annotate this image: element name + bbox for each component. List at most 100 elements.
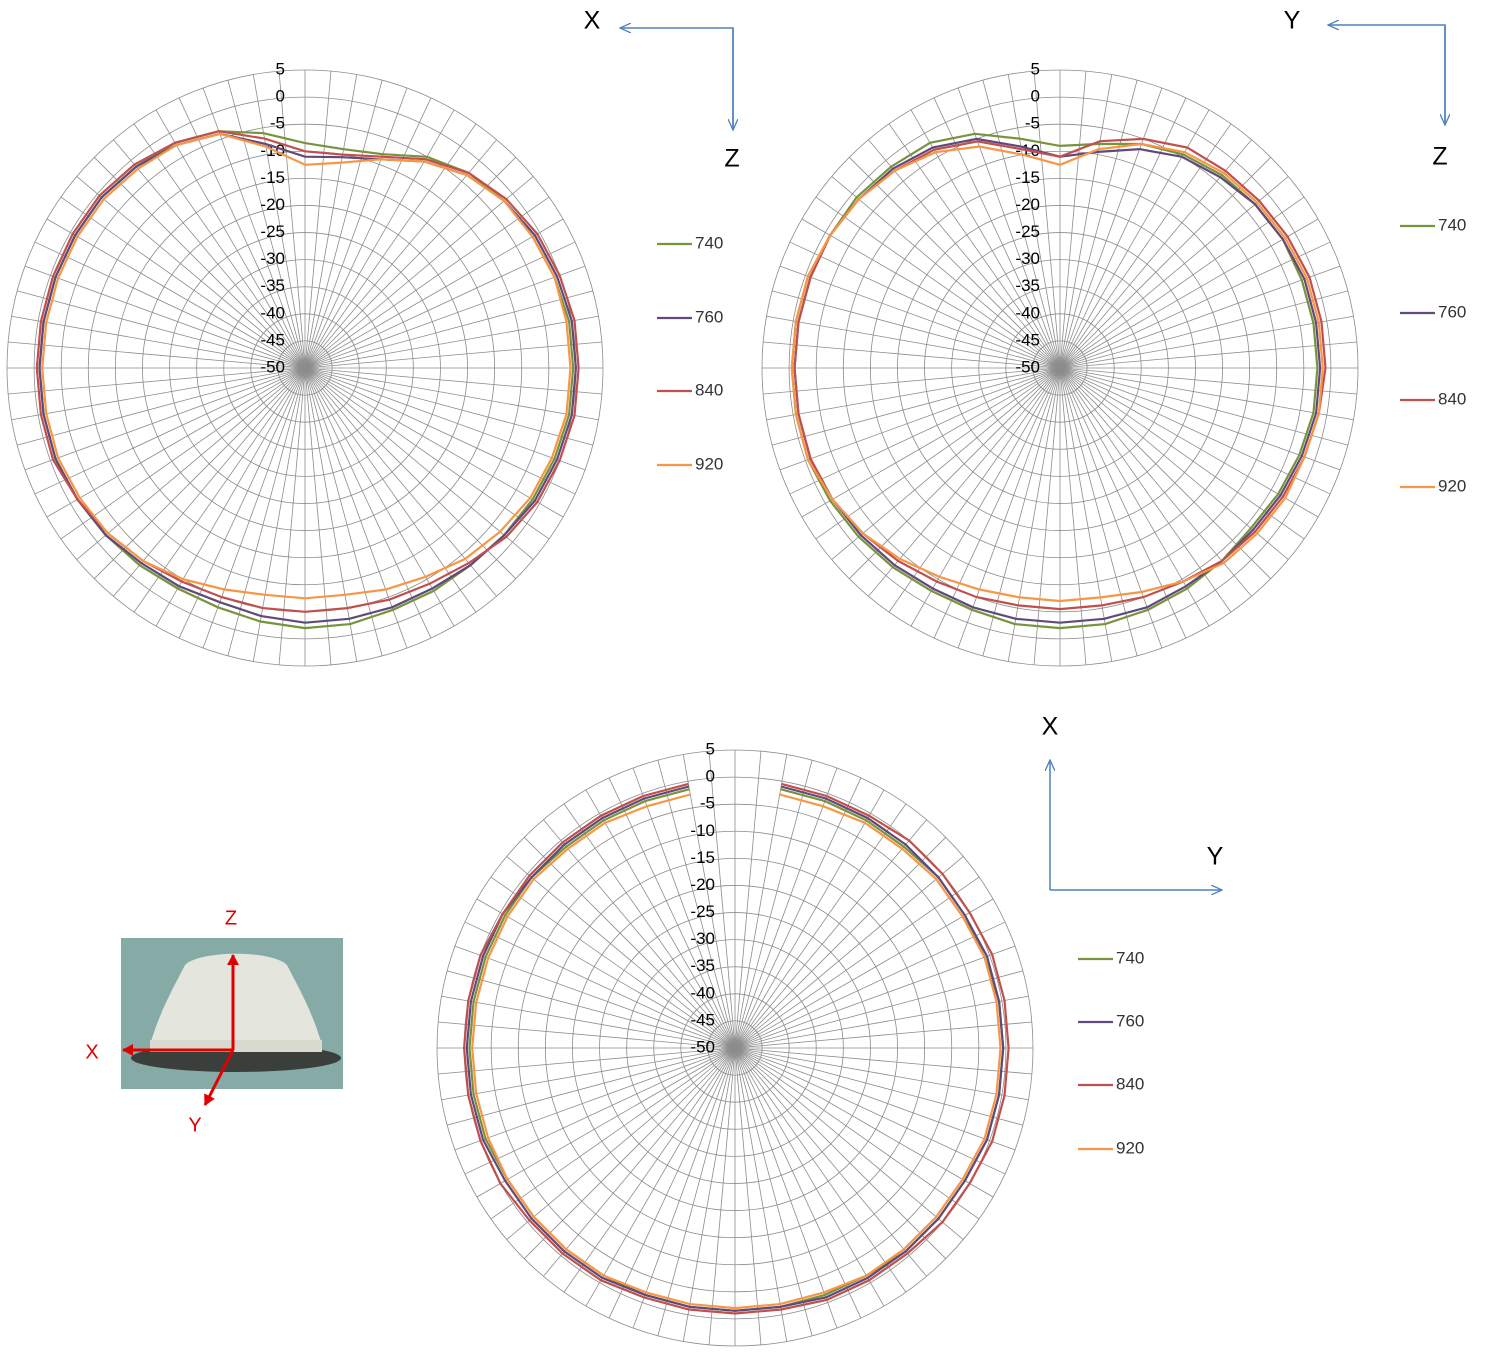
spoke xyxy=(734,1047,964,1240)
spoke xyxy=(1059,367,1252,597)
arrow xyxy=(620,28,734,130)
spoke xyxy=(438,1047,736,1075)
photo-label: Y xyxy=(188,1114,201,1136)
spoke xyxy=(772,290,1061,369)
grid-ring xyxy=(1032,340,1088,396)
grid-ring xyxy=(223,286,387,450)
legend-label: 740 xyxy=(1116,948,1144,967)
r-tick-label: -5 xyxy=(1025,114,1040,133)
spoke xyxy=(734,1047,980,1220)
legend-label: 920 xyxy=(695,454,723,473)
spoke xyxy=(447,970,736,1049)
legend-label: 760 xyxy=(1438,302,1466,321)
spoke xyxy=(304,367,534,560)
antenna-photo xyxy=(121,938,343,1106)
spoke xyxy=(304,367,332,665)
r-tick-label: 0 xyxy=(706,767,715,786)
r-tick-label: -10 xyxy=(690,821,715,840)
spoke xyxy=(734,898,994,1049)
spoke xyxy=(523,1047,736,1260)
spoke xyxy=(933,367,1061,639)
spoke xyxy=(8,367,306,395)
legend-label: 740 xyxy=(1438,215,1466,234)
r-tick-label: -45 xyxy=(690,1010,715,1029)
spoke xyxy=(632,1047,736,1329)
spoke xyxy=(304,315,599,369)
spoke xyxy=(734,970,1023,1049)
spoke xyxy=(682,1047,736,1342)
spoke xyxy=(1007,367,1061,662)
spoke xyxy=(24,265,306,369)
grid-ring xyxy=(114,177,496,559)
r-tick-label: 5 xyxy=(1031,59,1040,78)
r-tick-label: -40 xyxy=(690,983,715,1002)
spoke xyxy=(24,367,306,471)
spoke xyxy=(60,196,306,369)
spoke xyxy=(734,1047,788,1342)
polar-chart: 50-5-10-15-20-25-30-35-40-45-50740760840… xyxy=(6,59,723,667)
spoke xyxy=(155,109,306,369)
spoke xyxy=(734,767,838,1049)
r-tick-label: -20 xyxy=(690,875,715,894)
spoke xyxy=(779,265,1061,369)
spoke xyxy=(734,995,1029,1049)
spoke xyxy=(1059,367,1138,656)
spoke xyxy=(252,74,306,369)
spoke xyxy=(1059,290,1348,369)
spoke xyxy=(304,97,432,369)
legend-label: 740 xyxy=(695,233,723,252)
spoke xyxy=(734,819,927,1049)
grid-ring xyxy=(544,857,926,1239)
spoke xyxy=(543,1047,736,1277)
spoke xyxy=(734,754,788,1049)
spoke xyxy=(734,1047,907,1293)
spoke xyxy=(1059,367,1163,649)
axis-label: Y xyxy=(1284,7,1301,35)
spoke xyxy=(585,789,736,1049)
series-line xyxy=(41,132,572,600)
r-tick-label: -40 xyxy=(1015,303,1040,322)
spoke xyxy=(888,123,1061,369)
grid-ring xyxy=(653,966,817,1130)
spoke xyxy=(1059,367,1305,540)
spoke xyxy=(1059,367,1354,421)
spoke xyxy=(278,71,306,369)
r-tick-label: -40 xyxy=(260,303,285,322)
spoke xyxy=(848,156,1061,369)
spoke xyxy=(304,367,432,639)
spoke xyxy=(304,74,358,369)
spoke xyxy=(957,367,1061,649)
spoke xyxy=(982,80,1061,369)
axis-label: X xyxy=(1042,713,1059,741)
spoke xyxy=(8,341,306,369)
spoke xyxy=(304,367,586,471)
spoke xyxy=(304,87,408,369)
spoke xyxy=(585,1047,736,1307)
spoke xyxy=(734,836,947,1049)
spoke xyxy=(304,176,534,369)
polar-chart: 50-5-10-15-20-25-30-35-40-45-50740760840… xyxy=(436,739,1144,1347)
photo-label: Z xyxy=(225,907,237,929)
spoke xyxy=(734,760,813,1049)
spoke xyxy=(17,367,306,446)
spoke xyxy=(304,367,564,518)
spoke xyxy=(304,218,564,369)
grid-ring xyxy=(277,340,333,396)
spoke xyxy=(982,367,1061,656)
spoke xyxy=(563,1047,736,1293)
spoke xyxy=(734,921,1006,1049)
spoke xyxy=(734,1047,813,1336)
r-tick-label: -15 xyxy=(690,848,715,867)
r-tick-label: -35 xyxy=(260,276,285,295)
spoke xyxy=(734,803,907,1049)
spoke xyxy=(304,139,497,369)
spoke xyxy=(304,80,383,369)
spoke xyxy=(734,1047,1006,1175)
spoke xyxy=(1059,156,1272,369)
r-tick-label: -5 xyxy=(700,794,715,813)
r-tick-label: -25 xyxy=(1015,222,1040,241)
spoke xyxy=(178,367,306,639)
spoke xyxy=(441,1047,736,1101)
photo-dome xyxy=(150,953,322,1045)
